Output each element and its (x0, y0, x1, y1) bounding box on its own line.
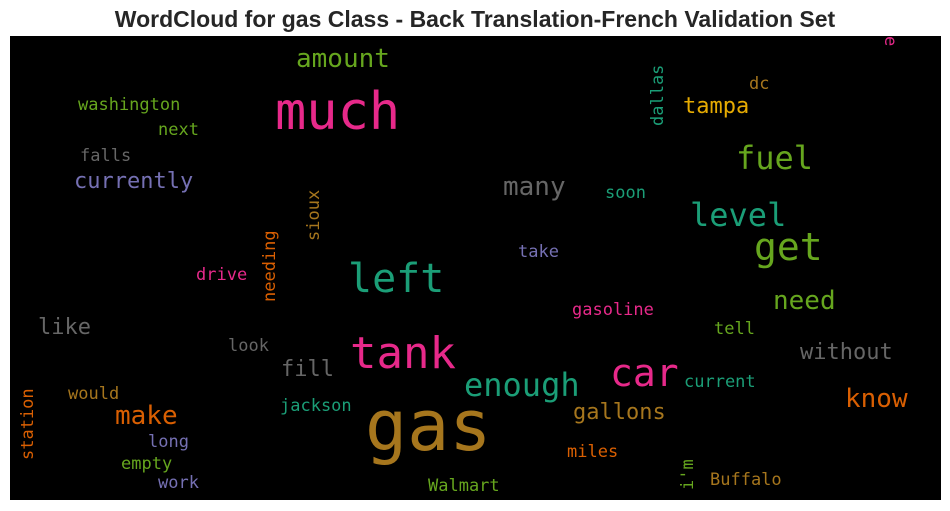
word-like: like (38, 315, 91, 340)
word-empty: empty (121, 454, 173, 474)
word-jackson: jackson (280, 396, 352, 416)
word-long: long (148, 432, 189, 452)
word-need: need (773, 286, 836, 316)
word-soon: soon (605, 183, 646, 203)
word-sioux: sioux (304, 189, 324, 241)
word-washington: washington (78, 95, 181, 115)
word-gallons: gallons (573, 400, 666, 425)
word-cloud: much gas tank left car get fuel level en… (10, 36, 941, 500)
word-left: left (348, 256, 445, 302)
word-tampa: tampa (683, 94, 750, 119)
word-tank: tank (350, 328, 456, 379)
word-dallas: dallas (648, 64, 668, 126)
word-level: level (690, 196, 787, 234)
word-needing: needing (260, 230, 280, 302)
word-work: work (158, 473, 199, 493)
chart-title: WordCloud for gas Class - Back Translati… (114, 6, 836, 32)
word-amount: amount (296, 44, 390, 74)
word-get: get (754, 225, 823, 269)
word-drive: drive (196, 265, 248, 285)
word-would: would (68, 384, 120, 404)
word-dc: dc (749, 74, 770, 94)
word-e: e (880, 36, 900, 47)
word-miles: miles (567, 442, 619, 462)
word-gasoline: gasoline (572, 300, 654, 320)
word-fill: fill (281, 357, 334, 382)
word-tell: tell (714, 319, 755, 339)
word-many: many (503, 172, 566, 202)
word-car: car (610, 351, 679, 395)
word-falls: falls (80, 146, 132, 166)
word-much: much (275, 82, 401, 142)
word-station: station (18, 388, 38, 460)
word-buffalo: Buffalo (710, 470, 782, 490)
word-walmart: Walmart (428, 476, 500, 496)
word-know: know (845, 384, 908, 414)
word-current: current (684, 372, 756, 392)
word-currently: currently (74, 169, 194, 194)
word-without: without (800, 340, 893, 365)
word-take: take (518, 242, 559, 262)
word-im: i'm (678, 459, 698, 490)
word-fuel: fuel (736, 139, 814, 177)
word-look: look (228, 336, 269, 356)
word-enough: enough (464, 366, 580, 404)
word-next: next (158, 120, 199, 140)
word-gas: gas (365, 385, 492, 467)
word-make: make (115, 401, 178, 431)
